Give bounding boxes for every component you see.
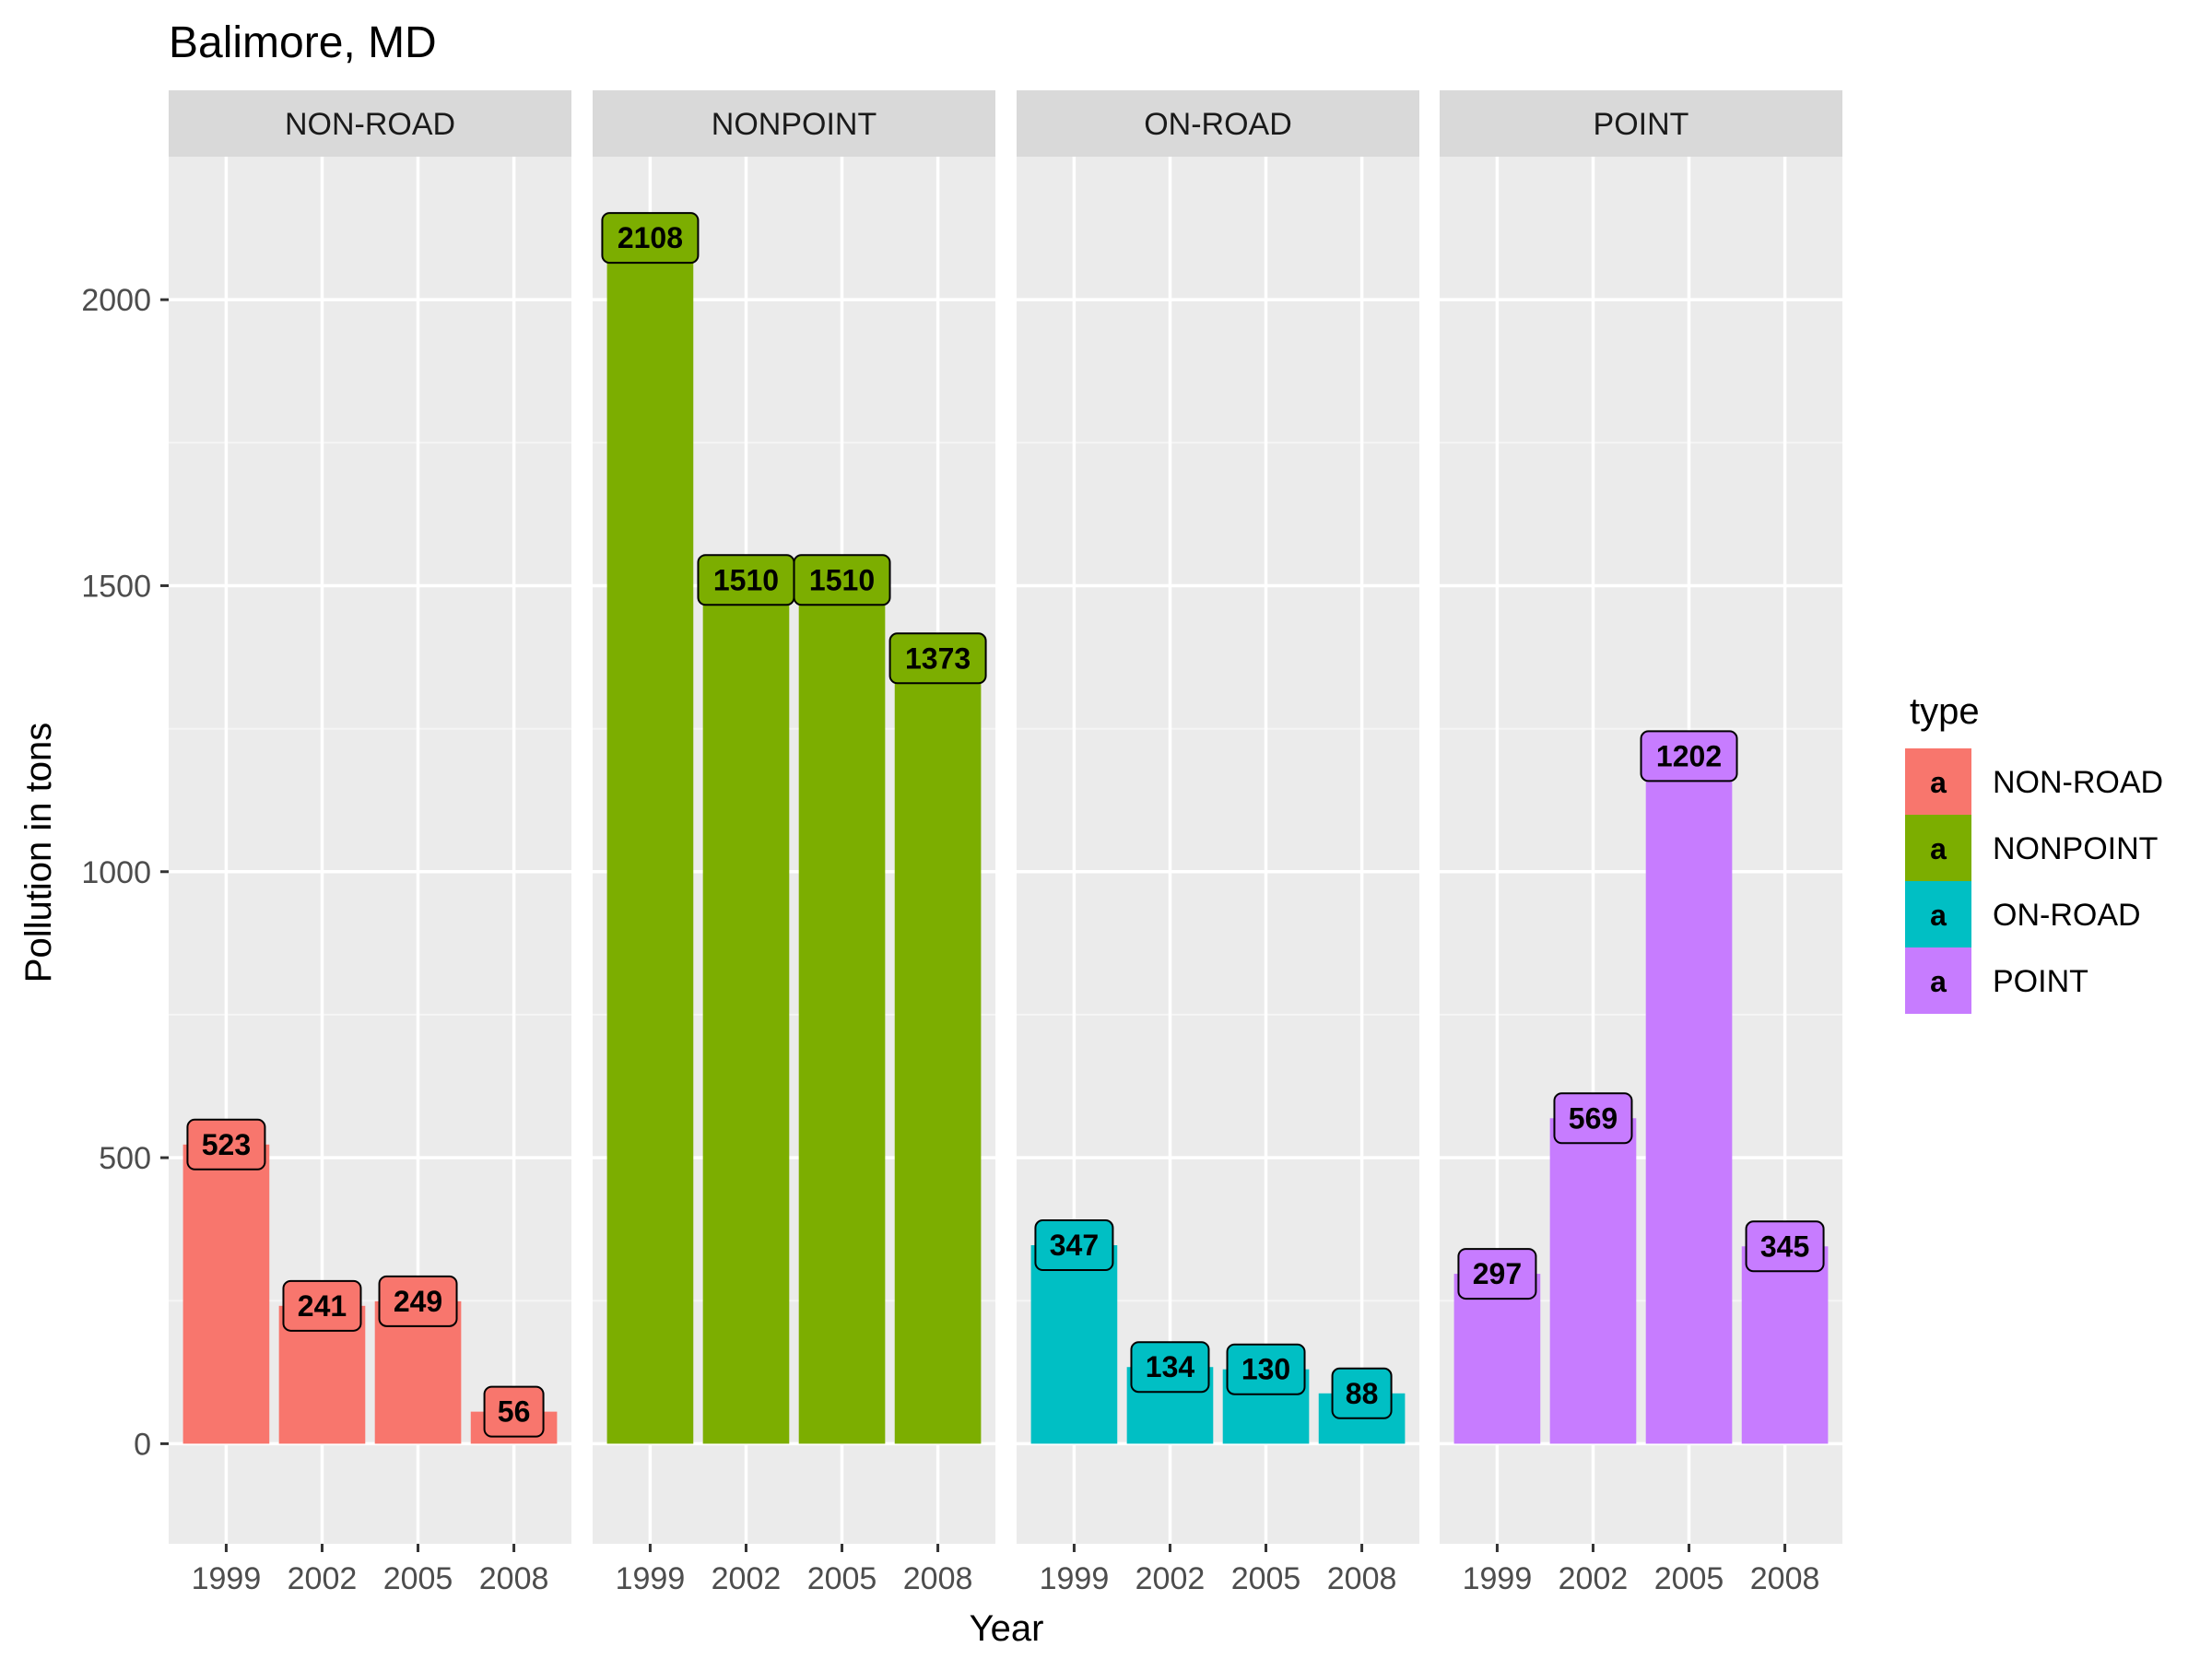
data-label-box bbox=[888, 632, 987, 685]
y-axis: 0 500 1000 1500 2000 bbox=[81, 283, 169, 1462]
data-label: 297 bbox=[1473, 1257, 1522, 1290]
data-label: 130 bbox=[1241, 1353, 1290, 1386]
data-label: 1510 bbox=[809, 563, 875, 596]
x-tick-label: 2005 bbox=[383, 1561, 453, 1596]
bar-on-road-1999 bbox=[1030, 1245, 1118, 1444]
y-tick-label: 0 bbox=[134, 1427, 151, 1462]
legend-key-glyph: a bbox=[1930, 899, 1947, 932]
data-label: 1202 bbox=[1656, 739, 1722, 772]
legend-label: ON-ROAD bbox=[1993, 898, 2141, 933]
data-label: 249 bbox=[394, 1285, 442, 1318]
facet-nonpoint: NONPOINT 2108 1510 1510 1373 1999 2002 2005 2008 bbox=[593, 90, 995, 1596]
x-tick-label: 2008 bbox=[1327, 1561, 1397, 1596]
x-tick-label: 2002 bbox=[712, 1561, 782, 1596]
data-label: 347 bbox=[1050, 1229, 1099, 1262]
legend-key bbox=[1905, 947, 1971, 1014]
data-label-box bbox=[793, 554, 891, 606]
bar-nonpoint-2005 bbox=[798, 580, 886, 1444]
legend-items: a NON-ROAD a NONPOINT a ON-ROAD a POINT bbox=[1905, 748, 2163, 1014]
data-label-box bbox=[1034, 1219, 1114, 1272]
bar-nonpoint-1999 bbox=[606, 238, 694, 1444]
legend-item: a POINT bbox=[1905, 947, 2088, 1014]
legend-key-glyph: a bbox=[1930, 766, 1947, 799]
data-label: 241 bbox=[298, 1289, 347, 1323]
bar-point-2008 bbox=[1741, 1246, 1829, 1444]
legend-label: POINT bbox=[1993, 964, 2088, 999]
legend-title: type bbox=[1910, 691, 1980, 732]
data-label: 88 bbox=[1346, 1377, 1379, 1410]
x-tick-label: 2005 bbox=[1654, 1561, 1724, 1596]
strip-background bbox=[169, 90, 571, 157]
chart-title: Balimore, MD bbox=[169, 18, 437, 67]
data-label-box bbox=[1553, 1092, 1633, 1145]
x-tick-label: 1999 bbox=[1040, 1561, 1110, 1596]
x-tick-label: 2002 bbox=[1135, 1561, 1206, 1596]
legend-key bbox=[1905, 815, 1971, 881]
y-axis-title: Pollution in tons bbox=[18, 723, 59, 982]
facet-label: NON-ROAD bbox=[285, 107, 455, 142]
data-label: 1510 bbox=[713, 563, 779, 596]
data-label: 345 bbox=[1760, 1230, 1809, 1263]
bar-nonpoint-2008 bbox=[894, 658, 982, 1444]
x-tick-label: 1999 bbox=[616, 1561, 686, 1596]
y-tick-label: 1500 bbox=[81, 569, 151, 604]
facet-point: POINT 297 569 1202 345 1999 2002 2005 2008 bbox=[1440, 90, 1842, 1596]
data-label: 1373 bbox=[905, 641, 971, 675]
data-label-box bbox=[378, 1275, 458, 1327]
facet-non-road: NON-ROAD 523 241 249 56 1999 2002 2005 2008 bbox=[169, 90, 571, 1596]
x-tick-label: 1999 bbox=[1463, 1561, 1533, 1596]
x-tick-label: 2002 bbox=[1559, 1561, 1629, 1596]
data-label: 2108 bbox=[618, 221, 683, 254]
bar-point-2002 bbox=[1549, 1118, 1637, 1444]
data-label-box bbox=[1640, 730, 1738, 782]
x-tick-label: 2008 bbox=[903, 1561, 973, 1596]
data-label-box bbox=[1457, 1248, 1537, 1300]
x-tick-label: 1999 bbox=[192, 1561, 262, 1596]
data-label-box bbox=[1226, 1343, 1306, 1395]
legend: type a NON-ROAD a NONPOINT a ON-ROAD a POINT bbox=[1905, 691, 2163, 1014]
data-label-box bbox=[1745, 1220, 1825, 1273]
strip-background bbox=[593, 90, 995, 157]
data-label: 569 bbox=[1569, 1101, 1618, 1135]
data-label-box bbox=[601, 212, 700, 265]
x-tick-label: 2002 bbox=[288, 1561, 358, 1596]
data-label-box bbox=[483, 1385, 545, 1438]
data-label-box bbox=[1331, 1367, 1393, 1419]
data-label: 523 bbox=[202, 1128, 251, 1161]
legend-key-glyph: a bbox=[1930, 832, 1947, 865]
legend-item: a NONPOINT bbox=[1905, 815, 2158, 881]
data-label: 134 bbox=[1146, 1350, 1195, 1383]
x-tick-label: 2008 bbox=[1750, 1561, 1820, 1596]
strip-background bbox=[1017, 90, 1419, 157]
y-tick-label: 1000 bbox=[81, 855, 151, 890]
bar-point-1999 bbox=[1453, 1274, 1541, 1444]
legend-item: a ON-ROAD bbox=[1905, 881, 2141, 947]
x-tick-label: 2008 bbox=[479, 1561, 549, 1596]
facet-on-road: ON-ROAD 347 134 130 88 1999 2002 2005 2008 bbox=[1017, 90, 1419, 1596]
data-label-box bbox=[1130, 1341, 1210, 1394]
bar-point-2005 bbox=[1645, 756, 1733, 1444]
data-label-box bbox=[186, 1118, 266, 1171]
x-tick-label: 2005 bbox=[1231, 1561, 1301, 1596]
strip-background bbox=[1440, 90, 1842, 157]
legend-key-glyph: a bbox=[1930, 965, 1947, 998]
facet-label: ON-ROAD bbox=[1144, 107, 1292, 142]
legend-key bbox=[1905, 881, 1971, 947]
bar-non-road-1999 bbox=[182, 1144, 270, 1444]
data-label: 56 bbox=[498, 1395, 531, 1429]
facet-label: NONPOINT bbox=[712, 107, 877, 142]
legend-label: NON-ROAD bbox=[1993, 765, 2163, 800]
bar-nonpoint-2002 bbox=[702, 580, 790, 1444]
y-tick-label: 2000 bbox=[81, 283, 151, 318]
facet-label: POINT bbox=[1594, 107, 1689, 142]
legend-item: a NON-ROAD bbox=[1905, 748, 2163, 815]
y-tick-label: 500 bbox=[99, 1141, 151, 1176]
data-label-box bbox=[282, 1279, 362, 1332]
legend-label: NONPOINT bbox=[1993, 831, 2158, 866]
x-tick-label: 2005 bbox=[807, 1561, 877, 1596]
x-axis-title: Year bbox=[970, 1608, 1044, 1649]
legend-key bbox=[1905, 748, 1971, 815]
